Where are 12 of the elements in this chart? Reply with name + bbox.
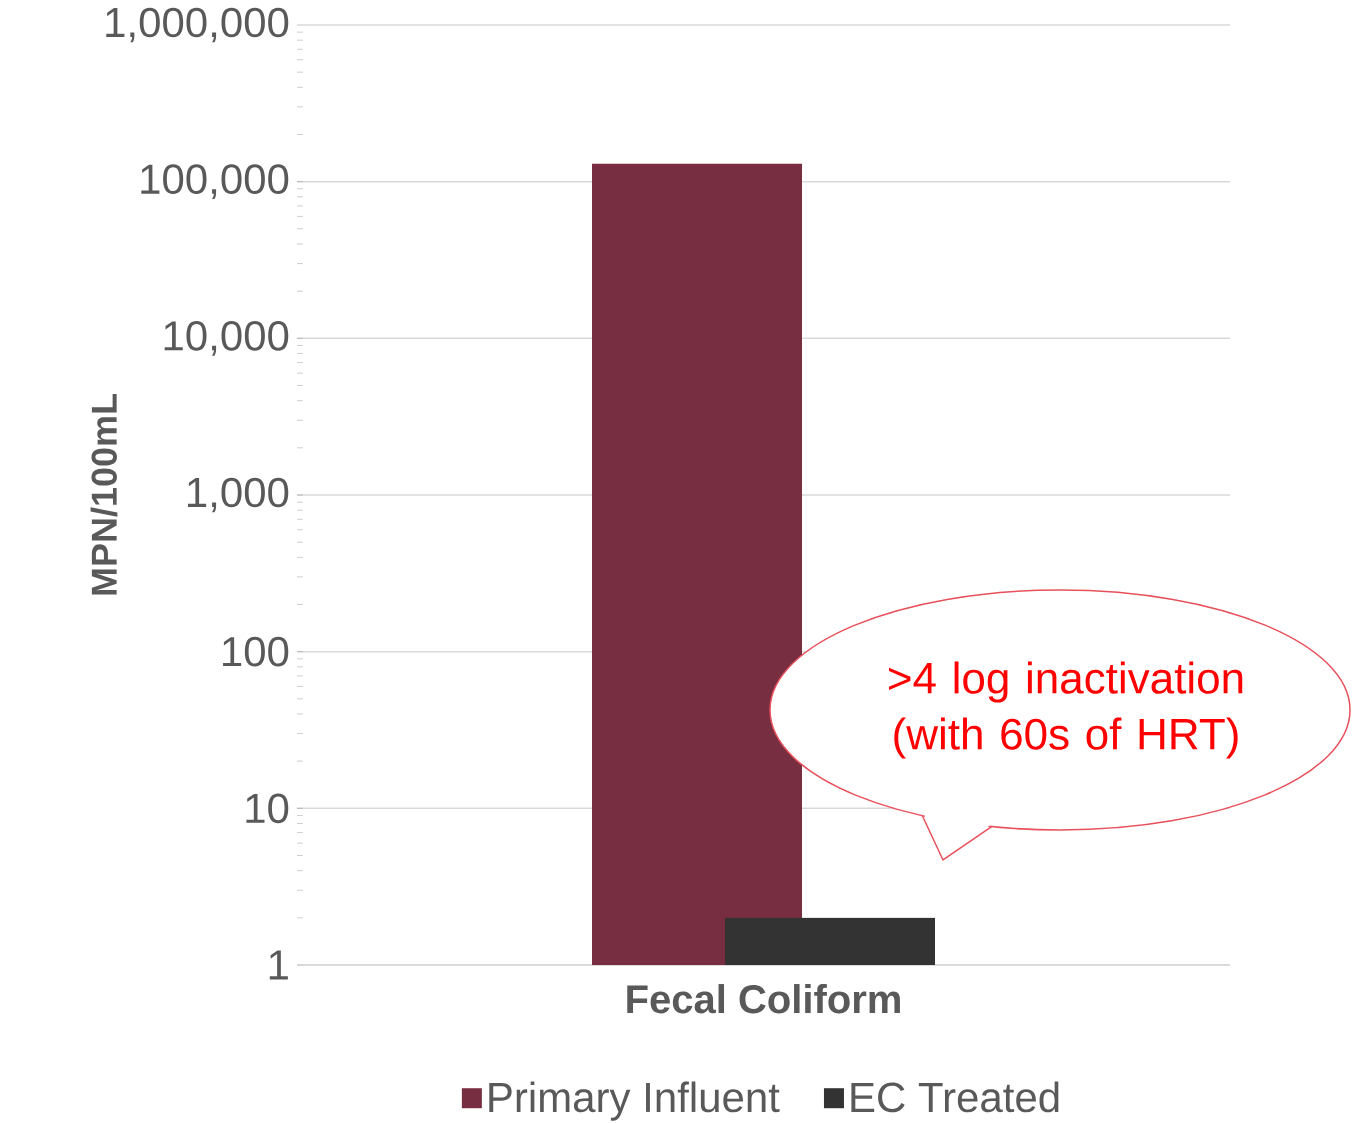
y-tick-label: 100 — [223, 636, 289, 667]
y-tick-label: 1,000,000 — [106, 7, 289, 43]
y-tick-label: 1 — [269, 950, 288, 980]
legend-label: EC Treated — [851, 1081, 1059, 1113]
y-tick-label: 10 — [246, 793, 289, 824]
y-tick-label: 100,000 — [141, 164, 289, 200]
annotation: >4 log inactivation (with 60s of HRT) — [889, 661, 1243, 759]
y-axis-title: MPN/100mL — [90, 394, 118, 595]
y-tick-label: 1,000 — [188, 477, 289, 513]
y-tick-label: 10,000 — [164, 321, 289, 356]
legend-label: Primary Influent — [489, 1081, 780, 1121]
x-tick-label: Fecal Coliform — [627, 984, 900, 1014]
